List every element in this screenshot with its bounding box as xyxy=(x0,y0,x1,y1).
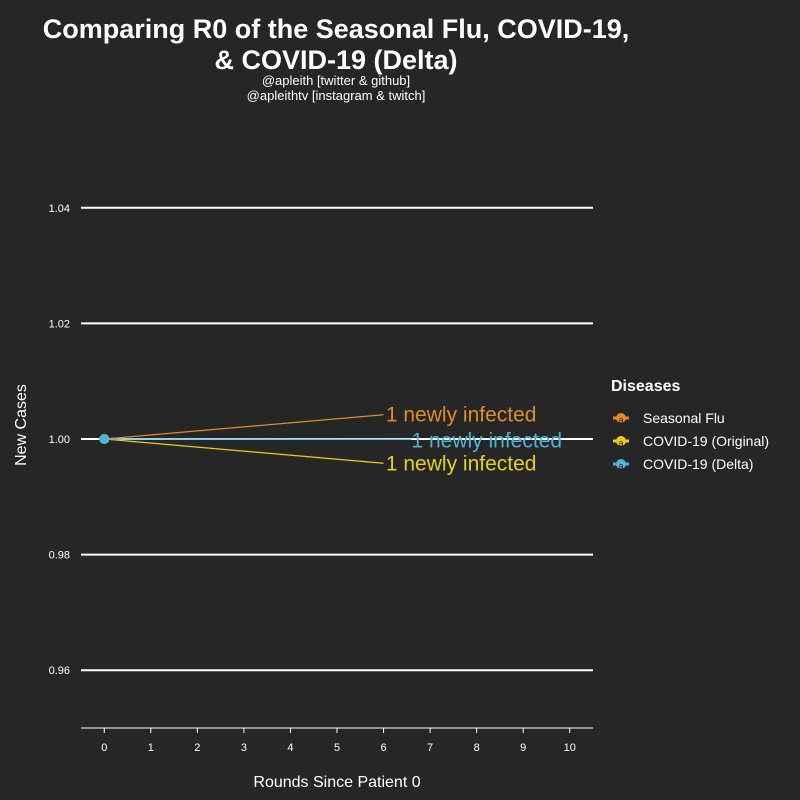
y-tick-label: 0.96 xyxy=(49,665,70,677)
data-point xyxy=(99,434,110,444)
x-tick-label: 7 xyxy=(427,742,433,754)
axes: 0.96 0.98 1.00 1.02 1.04 0 1 2 3 4 5 6 7 8 9 10 xyxy=(49,203,593,754)
x-tick-label: 10 xyxy=(564,742,576,754)
legend-title: Diseases xyxy=(611,378,681,395)
legend-key: a xyxy=(611,431,631,451)
legend-key: a xyxy=(611,454,631,474)
x-tick-label: 2 xyxy=(194,742,200,754)
data-label: 1 newly infected xyxy=(386,404,537,427)
y-tick-label: 1.04 xyxy=(49,203,70,215)
x-tick-label: 6 xyxy=(380,742,386,754)
chart-subtitle-line-2: @apleithtv [instagram & twitch] xyxy=(246,88,426,103)
svg-text:a: a xyxy=(618,415,623,425)
x-tick-label: 9 xyxy=(520,742,526,754)
x-tick-label: 4 xyxy=(287,742,293,754)
x-tick-label: 0 xyxy=(101,742,107,754)
legend-label: COVID-19 (Original) xyxy=(643,433,770,449)
y-tick-label: 0.98 xyxy=(49,550,70,562)
legend-item: a Seasonal Flu xyxy=(611,408,725,428)
x-tick-label: 1 xyxy=(148,742,154,754)
chart-subtitle-line-1: @apleith [twitter & github] xyxy=(261,73,411,88)
svg-text:a: a xyxy=(618,461,623,471)
x-tick-label: 3 xyxy=(241,742,247,754)
label-leader-line xyxy=(104,414,384,440)
legend-item: a COVID-19 (Original) xyxy=(611,431,769,451)
y-tick-label: 1.02 xyxy=(49,318,70,330)
y-axis-label: New Cases xyxy=(13,384,30,466)
y-tick-label: 1.00 xyxy=(49,434,70,446)
legend-key: a xyxy=(611,408,631,428)
chart-title-line-1: Comparing R0 of the Seasonal Flu, COVID-… xyxy=(42,14,630,44)
svg-text:a: a xyxy=(618,438,623,448)
legend-label: COVID-19 (Delta) xyxy=(643,456,754,472)
chart-title-line-2: & COVID-19 (Delta) xyxy=(214,45,458,75)
x-tick-label: 8 xyxy=(474,742,480,754)
x-axis-label: Rounds Since Patient 0 xyxy=(253,774,420,791)
x-tick-label: 5 xyxy=(334,742,340,754)
data-label: 1 newly infected xyxy=(386,452,537,475)
legend-label: Seasonal Flu xyxy=(643,410,725,426)
legend-item: a COVID-19 (Delta) xyxy=(611,454,753,474)
data-label: 1 newly infected xyxy=(411,429,562,452)
label-leader-line xyxy=(104,438,384,464)
